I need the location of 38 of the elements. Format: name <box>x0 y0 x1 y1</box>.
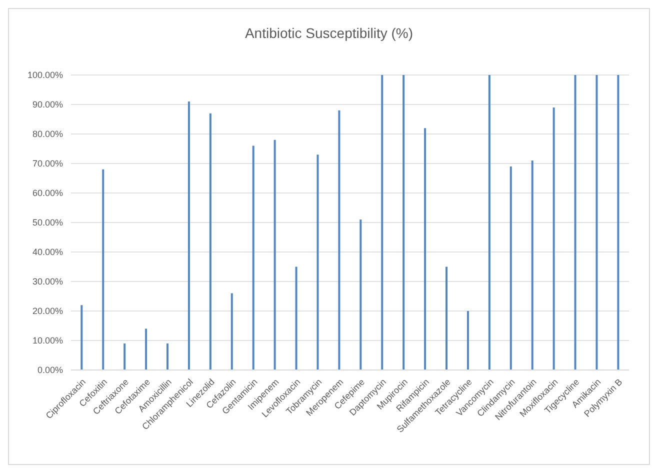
y-tick-label: 20.00% <box>32 306 63 316</box>
y-tick-label: 30.00% <box>32 276 63 287</box>
bar <box>488 75 490 370</box>
bar <box>188 102 190 370</box>
bar <box>124 343 126 370</box>
bar <box>446 266 448 370</box>
bar <box>552 107 555 370</box>
bar <box>402 75 405 370</box>
y-tick-label: 50.00% <box>32 218 63 228</box>
bar <box>295 266 298 370</box>
y-tick-label: 10.00% <box>32 336 63 346</box>
y-tick-label: 100.00% <box>27 70 63 80</box>
bar <box>574 75 576 370</box>
bar <box>102 169 104 370</box>
chart-title: Antibiotic Susceptibility (%) <box>244 24 414 43</box>
bar <box>360 220 362 370</box>
bar <box>230 293 233 370</box>
y-tick-label: 60.00% <box>32 188 63 198</box>
bar <box>338 110 340 370</box>
bar <box>424 128 426 370</box>
y-tick-label: 90.00% <box>32 100 63 110</box>
bar <box>381 75 384 370</box>
bar <box>209 113 212 370</box>
bar <box>531 160 534 370</box>
bar <box>466 311 469 370</box>
y-tick-label: 70.00% <box>32 158 63 169</box>
bar <box>252 146 254 370</box>
bar <box>596 75 598 370</box>
bar <box>316 154 319 370</box>
bar <box>274 140 276 370</box>
y-tick-label: 80.00% <box>32 129 63 140</box>
bar <box>80 305 83 370</box>
y-tick-label: 40.00% <box>32 247 63 258</box>
y-tick-label: 0.00% <box>37 365 63 376</box>
bar <box>510 166 512 370</box>
bar <box>617 75 620 370</box>
bar <box>145 328 148 370</box>
bar <box>166 343 169 370</box>
